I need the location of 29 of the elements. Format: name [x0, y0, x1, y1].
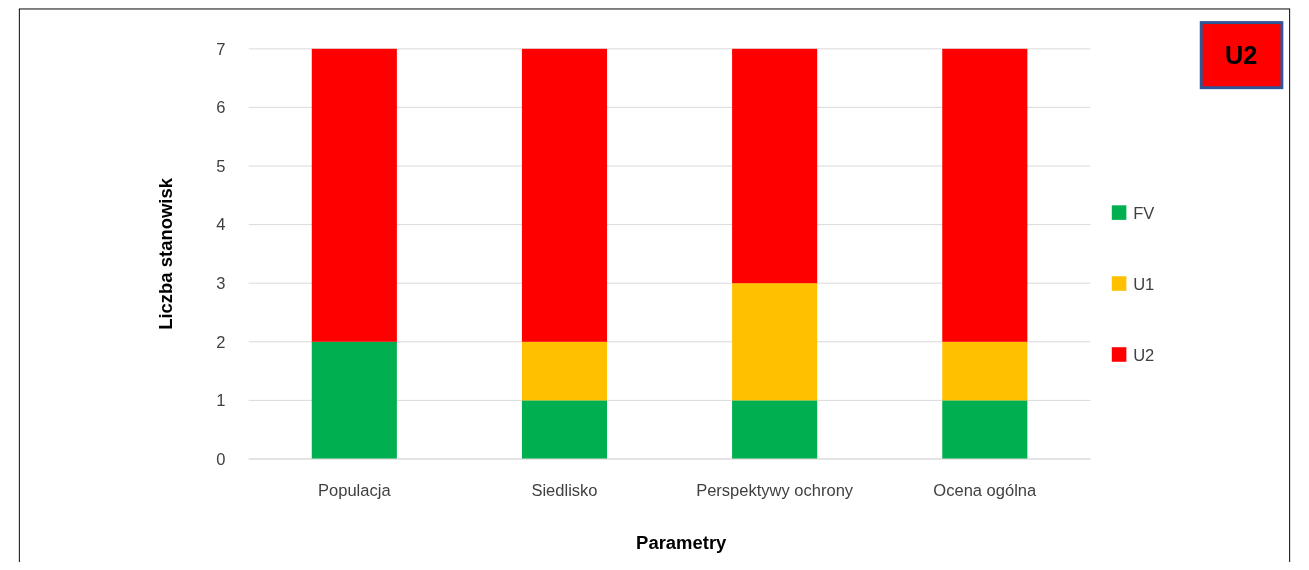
- bar: [942, 48, 1028, 342]
- y-tick-label: 0: [216, 449, 226, 469]
- bar: [521, 341, 608, 401]
- x-tick-label: Populacja: [318, 480, 392, 500]
- y-tick-label: 4: [216, 215, 226, 235]
- y-tick-label: 6: [216, 98, 226, 118]
- bar: [521, 400, 608, 459]
- x-tick-label: Ocena ogólna: [933, 480, 1038, 500]
- y-tick-label: 7: [216, 39, 226, 59]
- y-tick-label: 2: [216, 332, 226, 352]
- bar: [942, 400, 1028, 459]
- bar: [732, 283, 818, 401]
- legend-label: U2: [1133, 345, 1155, 365]
- bar: [311, 341, 397, 459]
- x-tick-label: Perspektywy ochrony: [696, 480, 854, 500]
- bar: [311, 48, 397, 342]
- legend-label: U1: [1133, 274, 1155, 294]
- bar: [521, 48, 608, 342]
- text: U2: [1224, 41, 1258, 70]
- legend-label: FV: [1133, 203, 1155, 223]
- x-tick-label: Siedlisko: [531, 480, 598, 500]
- y-tick-label: 5: [216, 156, 226, 176]
- x-axis-title: Parametry: [636, 532, 728, 554]
- bar: [732, 48, 818, 284]
- y-tick-label: 1: [216, 391, 226, 411]
- bar: [942, 341, 1028, 401]
- y-axis-title: Liczba stanowisk: [154, 177, 176, 330]
- bar: [732, 400, 818, 459]
- y-tick-label: 3: [216, 273, 226, 293]
